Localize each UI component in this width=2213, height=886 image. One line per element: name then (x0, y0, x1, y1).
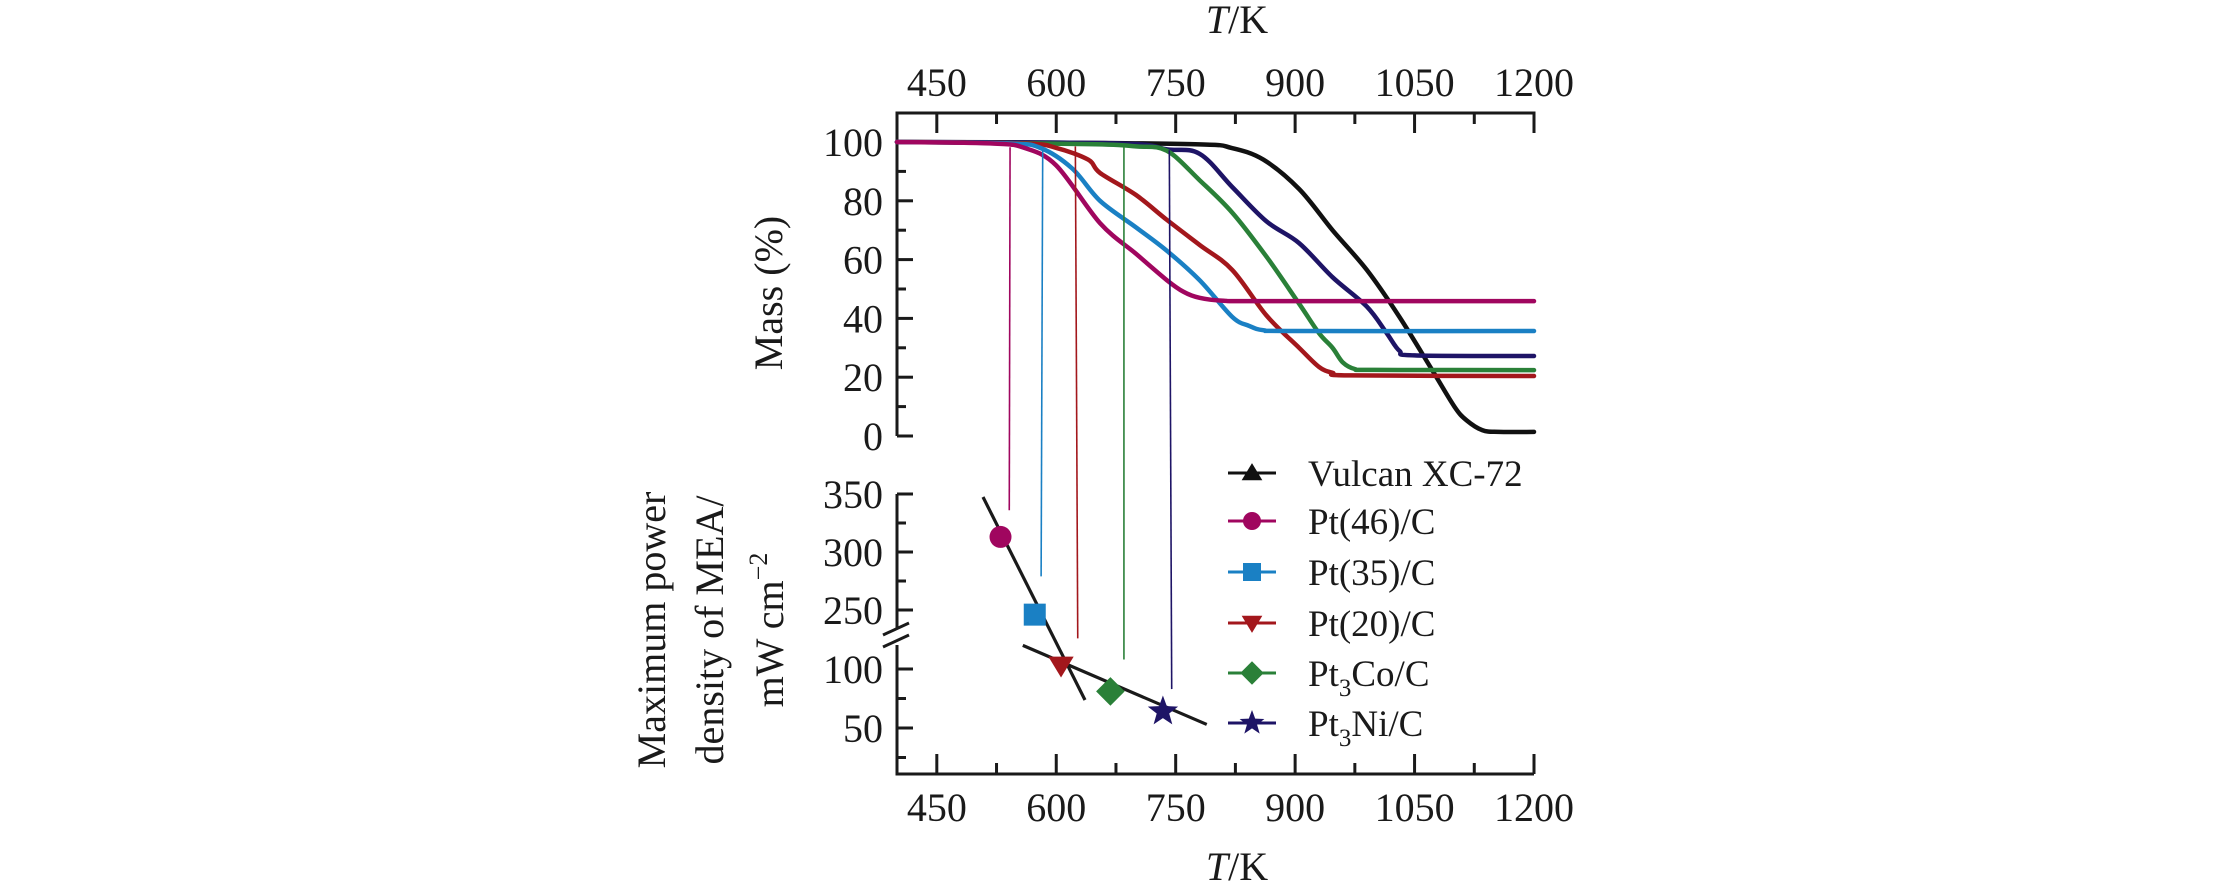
legend-marker-diamond-icon (1240, 661, 1264, 685)
tga-panel-axes (895, 111, 1536, 436)
top-x-tick-label: 750 (1146, 60, 1206, 105)
power-density-markers (989, 525, 1179, 725)
legend-label: Pt(46)/C (1308, 502, 1435, 543)
legend-item-pt3co-c: Pt3Co/C (1228, 654, 1430, 702)
power-tick-label: 250 (823, 588, 883, 633)
tga-curves (894, 139, 1537, 435)
connector-pt-20-c (1074, 146, 1079, 639)
bottom-x-tick-label: 600 (1026, 785, 1086, 830)
legend-label-subscript: 3 (1339, 725, 1352, 752)
bottom-x-tick-label: 450 (907, 785, 967, 830)
legend-item-pt-20-c: Pt(20)/C (1228, 604, 1435, 645)
top-x-tick-label: 1200 (1494, 60, 1574, 105)
power-tick-label: 50 (843, 706, 883, 751)
marker-pt-20-c (1048, 656, 1074, 678)
connector-lines (1008, 145, 1173, 690)
tga-curve-pt-20-c (894, 139, 1537, 379)
power-density-axis-title: Maximum power density of MEA/ mW cm−2 (629, 492, 792, 769)
tga-curve-pt3ni-c (894, 139, 1537, 359)
connector-pt-35-c (1040, 147, 1044, 577)
legend-marker-triangle-down-icon (1241, 615, 1263, 633)
bottom-x-axis-title-italic: T (1206, 844, 1231, 886)
bottom-x-tick-label: 900 (1265, 785, 1325, 830)
bottom-x-tick-labels: 450 600 750 900 1050 1200 (907, 785, 1574, 830)
marker-pt-46-c (989, 525, 1012, 548)
legend-label: Pt(20)/C (1308, 604, 1435, 645)
legend-marker-triangle-up-icon (1241, 463, 1263, 481)
top-x-axis-title-unit: /K (1228, 0, 1268, 42)
marker-pt3co-c (1096, 677, 1125, 706)
legend-label-rest: Co/C (1351, 654, 1429, 695)
power-tick-label: 100 (823, 647, 883, 692)
power-tick-label: 300 (823, 530, 883, 575)
bottom-x-axis-title-unit: /K (1228, 844, 1268, 886)
power-density-tick-labels: 250 300 350 50 100 (823, 472, 883, 751)
top-x-axis-title-italic: T (1206, 0, 1231, 42)
power-density-panel-ticks (897, 492, 1536, 774)
legend: Vulcan XC-72Pt(46)/CPt(35)/CPt(20)/CPt3C… (1228, 454, 1523, 752)
legend-item-pt-46-c: Pt(46)/C (1228, 502, 1435, 543)
legend-label-main: Pt (1308, 704, 1340, 745)
mass-tick-labels: 0 20 40 60 80 100 (823, 120, 883, 459)
power-tick-label: 350 (823, 472, 883, 517)
legend-marker-square-icon (1243, 563, 1261, 581)
legend-item-pt-35-c: Pt(35)/C (1228, 553, 1435, 594)
mass-tick-label: 80 (843, 179, 883, 224)
legend-label: Pt(35)/C (1308, 553, 1435, 594)
marker-pt-35-c (1023, 603, 1046, 626)
power-density-panel-axes (895, 494, 1534, 776)
top-x-axis-title: T/K (1206, 0, 1268, 42)
top-x-tick-label: 1050 (1375, 60, 1455, 105)
legend-marker-circle-icon (1243, 512, 1261, 530)
mass-tick-label: 100 (823, 120, 883, 165)
legend-label-rest: Ni/C (1351, 704, 1423, 745)
mass-axis-title: Mass (%) (746, 216, 791, 370)
unit-superscript: −2 (744, 553, 773, 581)
legend-item-vulcan-xc-72: Vulcan XC-72 (1228, 454, 1523, 495)
mass-tick-label: 0 (863, 414, 883, 459)
legend-label-subscript: 3 (1339, 675, 1352, 702)
connector-pt-46-c (1008, 147, 1011, 511)
top-x-tick-label: 600 (1026, 60, 1086, 105)
mass-tick-label: 20 (843, 355, 883, 400)
bottom-x-tick-label: 750 (1146, 785, 1206, 830)
connector-pt3ni-c (1168, 150, 1173, 690)
legend-label-main: Pt (1308, 654, 1340, 695)
tga-panel: 0 20 40 60 80 100 Mass (%) (746, 111, 1537, 459)
axis-break-mark (882, 621, 910, 649)
bottom-x-tick-label: 1050 (1375, 785, 1455, 830)
marker-pt3ni-c (1147, 695, 1179, 725)
tga-curve-pt3co-c (894, 139, 1537, 373)
axis-break-slash (882, 621, 910, 637)
legend-marker-star-icon (1239, 710, 1265, 734)
power-density-axis-title-line-3: mW cm−2 (744, 553, 792, 708)
legend-label: Pt3Ni/C (1308, 704, 1423, 752)
trend-lines (981, 496, 1208, 726)
mass-tick-label: 60 (843, 238, 883, 283)
bottom-x-axis-title: T/K (1206, 844, 1268, 886)
tga-curve-pt-46-c (894, 139, 1537, 304)
tga-curve-pt-35-c (894, 139, 1537, 334)
bottom-x-tick-label: 1200 (1494, 785, 1574, 830)
power-density-axis-title-line-1: Maximum power (629, 492, 674, 769)
legend-label: Vulcan XC-72 (1308, 454, 1523, 495)
axis-break-slash (882, 633, 910, 649)
legend-label: Pt3Co/C (1308, 654, 1430, 702)
power-density-axis-title-line-2: density of MEA/ (687, 495, 732, 765)
top-x-tick-label: 450 (907, 60, 967, 105)
power-density-panel: 250 300 350 50 100 Maximum power density of … (629, 472, 1536, 776)
unit-text: mW cm (747, 580, 792, 707)
mass-tick-label: 40 (843, 296, 883, 341)
tga-curve-vulcan-xc-72 (894, 139, 1537, 435)
tga-panel-ticks (897, 113, 1536, 438)
top-x-tick-label: 900 (1265, 60, 1325, 105)
legend-item-pt3ni-c: Pt3Ni/C (1228, 704, 1423, 752)
top-x-tick-labels: 450 600 750 900 1050 1200 (907, 60, 1574, 105)
